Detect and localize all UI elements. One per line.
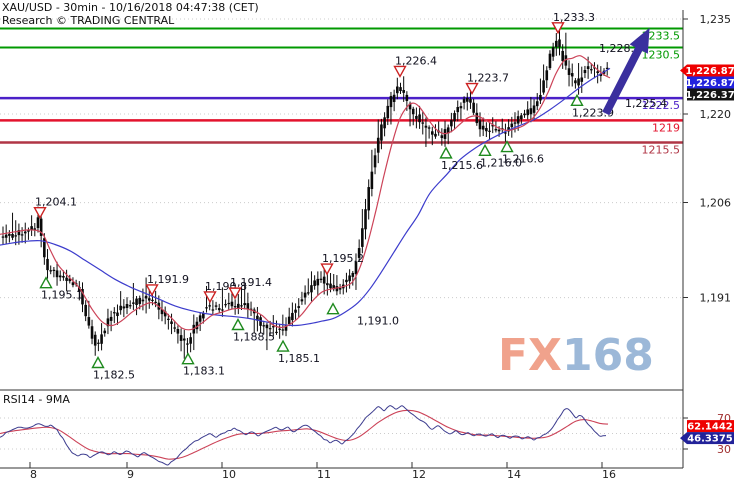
svg-text:1,226.4: 1,226.4: [395, 54, 437, 67]
svg-text:1,216.6: 1,216.6: [502, 153, 544, 166]
svg-text:1,182.5: 1,182.5: [93, 368, 135, 381]
svg-text:1230.5: 1230.5: [642, 48, 681, 61]
svg-text:1,215.6: 1,215.6: [441, 159, 483, 172]
svg-text:1,191.9: 1,191.9: [147, 273, 189, 286]
svg-text:1,235: 1,235: [700, 13, 732, 26]
svg-text:11: 11: [317, 468, 331, 480]
svg-text:1,233.3: 1,233.3: [553, 11, 595, 24]
svg-text:1,226.87: 1,226.87: [685, 66, 734, 77]
svg-text:1,226.37: 1,226.37: [685, 90, 734, 101]
svg-text:1,204.1: 1,204.1: [35, 196, 77, 209]
watermark-168: 168: [561, 330, 654, 381]
svg-text:1,183.1: 1,183.1: [183, 365, 225, 378]
svg-text:16: 16: [602, 468, 616, 480]
svg-text:1,185.1: 1,185.1: [278, 352, 320, 365]
svg-text:1,220: 1,220: [700, 108, 732, 121]
svg-text:1233.5: 1233.5: [642, 29, 681, 42]
svg-text:1,195.2: 1,195.2: [322, 252, 364, 265]
svg-text:62.1442: 62.1442: [687, 422, 733, 433]
svg-text:1,226.87: 1,226.87: [685, 78, 734, 89]
svg-text:46.3375: 46.3375: [687, 434, 733, 445]
svg-text:30: 30: [717, 443, 731, 456]
svg-text:1,195.1: 1,195.1: [41, 289, 83, 302]
svg-text:1,206: 1,206: [700, 197, 732, 210]
svg-text:8: 8: [30, 468, 37, 480]
watermark-fx: FX: [498, 330, 562, 381]
svg-text:1,223.7: 1,223.7: [467, 72, 509, 85]
svg-text:9: 9: [127, 468, 134, 480]
svg-text:1,191: 1,191: [700, 292, 732, 305]
fx168-watermark: FX168: [498, 334, 654, 378]
svg-text:1,216.0: 1,216.0: [480, 156, 522, 169]
svg-text:10: 10: [222, 468, 236, 480]
svg-text:12: 12: [412, 468, 426, 480]
svg-text:1,228.4: 1,228.4: [599, 42, 641, 55]
svg-text:1,191.4: 1,191.4: [230, 276, 272, 289]
svg-text:14: 14: [507, 468, 521, 480]
svg-text:1215.5: 1215.5: [642, 143, 681, 156]
svg-text:1,188.5: 1,188.5: [233, 330, 275, 343]
svg-text:1222.5: 1222.5: [642, 99, 681, 112]
svg-text:1,225.4: 1,225.4: [625, 97, 667, 110]
svg-text:1219: 1219: [652, 121, 680, 134]
svg-text:1,191.0: 1,191.0: [357, 315, 399, 328]
